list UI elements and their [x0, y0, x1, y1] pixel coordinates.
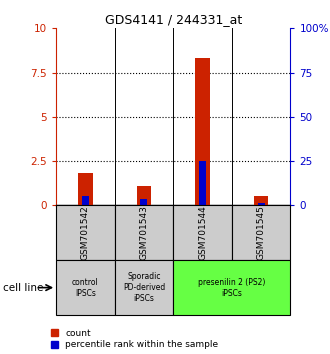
FancyBboxPatch shape	[173, 205, 232, 260]
Bar	[82, 195, 89, 205]
Text: GSM701545: GSM701545	[257, 205, 266, 260]
Text: GSM701543: GSM701543	[140, 205, 148, 260]
Text: GSM701542: GSM701542	[81, 205, 90, 260]
FancyBboxPatch shape	[115, 260, 173, 315]
Text: presenilin 2 (PS2)
iPSCs: presenilin 2 (PS2) iPSCs	[198, 278, 266, 298]
FancyBboxPatch shape	[56, 260, 115, 315]
Bar	[199, 161, 206, 205]
FancyBboxPatch shape	[115, 205, 173, 260]
FancyBboxPatch shape	[56, 205, 115, 260]
FancyBboxPatch shape	[173, 260, 290, 315]
Text: Sporadic
PD-derived
iPSCs: Sporadic PD-derived iPSCs	[123, 272, 165, 303]
Bar	[141, 199, 148, 205]
Text: cell line: cell line	[3, 282, 44, 293]
Text: control
IPSCs: control IPSCs	[72, 278, 99, 298]
FancyBboxPatch shape	[232, 205, 290, 260]
Bar	[195, 58, 210, 205]
Title: GDS4141 / 244331_at: GDS4141 / 244331_at	[105, 13, 242, 26]
Bar	[78, 173, 93, 205]
Text: GSM701544: GSM701544	[198, 205, 207, 260]
Legend: count, percentile rank within the sample: count, percentile rank within the sample	[51, 329, 218, 349]
Bar	[258, 202, 265, 205]
Bar	[254, 195, 268, 205]
Bar	[137, 186, 151, 205]
